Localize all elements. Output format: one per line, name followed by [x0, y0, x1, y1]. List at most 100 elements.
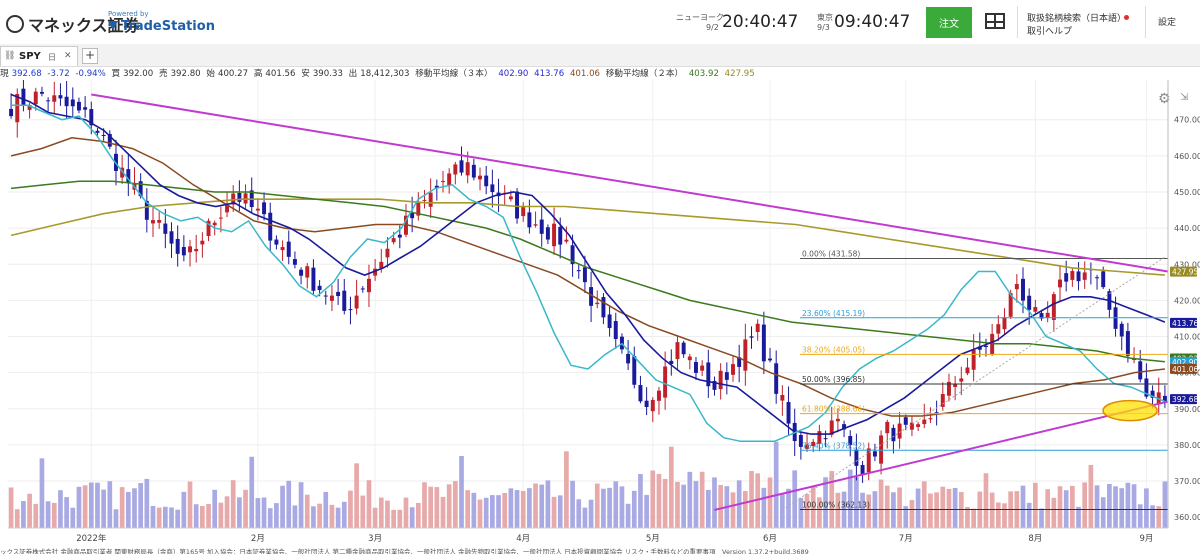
volume-bar [514, 490, 520, 528]
volume-bar [847, 469, 853, 528]
ask-value: 392.80 [170, 69, 201, 79]
price-tag-label: 401.06 [1172, 365, 1198, 374]
fib-diagonal [782, 256, 1166, 511]
volume-bar [391, 509, 396, 528]
candle-body [21, 88, 26, 106]
volume-bar [823, 477, 828, 528]
fib-level-label: 100.00% (362.13) [802, 500, 870, 509]
candle-body [829, 420, 834, 435]
volume-bar [169, 507, 174, 528]
settings-link[interactable]: 設定 [1158, 18, 1177, 28]
volume-bar [662, 478, 668, 528]
volume-bar [1113, 486, 1118, 528]
candle-body [687, 356, 692, 361]
volume-bar [452, 481, 458, 528]
volume-bar [397, 509, 403, 528]
volume-bar [237, 497, 242, 528]
candle-body [644, 400, 649, 408]
x-tick-label: 6月 [763, 534, 777, 544]
volume-bar [539, 484, 545, 528]
candle-body [447, 173, 452, 186]
candle-body [428, 192, 433, 207]
volume-bar [693, 481, 699, 528]
price-chart[interactable]: 0.00% (431.58) 23.60% (415.19) 38.20% (405… [0, 80, 1200, 546]
symbol-search-link[interactable]: 取扱銘柄検索（日本語） [1027, 14, 1127, 24]
candle-body [545, 227, 550, 240]
candle-body [780, 395, 785, 401]
candle-body [891, 427, 896, 442]
candle-body [27, 105, 32, 110]
volume-bar [1032, 482, 1038, 528]
candle-body [638, 385, 643, 402]
volume-bar [1107, 484, 1112, 528]
volume-bar [1039, 508, 1044, 528]
candle-body [1014, 283, 1019, 290]
candle-body [712, 380, 717, 390]
collapse-icon[interactable]: ⇲ [1180, 92, 1189, 103]
volume-bar [181, 491, 187, 528]
fib-level-label: 50.00% (396.85) [802, 375, 865, 384]
volume-bar [292, 505, 298, 528]
volume-layer [8, 441, 1168, 528]
candle-body [965, 367, 970, 374]
candle-body [984, 345, 988, 347]
volume-bar [125, 491, 131, 528]
volume-bar [385, 500, 390, 528]
volume-value: 18,412,303 [360, 69, 410, 79]
candle-body [453, 164, 458, 175]
candle-body [656, 390, 661, 401]
link-icon[interactable]: ⛓ [4, 51, 16, 61]
candle-body [996, 324, 1001, 334]
y-tick-label: 410.00 [1174, 333, 1200, 342]
volume-bar [372, 507, 378, 528]
header-divider-2 [1145, 6, 1146, 38]
volume-bar [613, 481, 619, 528]
volume-bar [860, 492, 865, 528]
tab-timeframe[interactable]: 日 [48, 53, 56, 62]
volume-bar [588, 499, 594, 528]
candle-body [786, 402, 791, 424]
add-tab-button[interactable]: + [82, 48, 98, 64]
candle-layer [9, 80, 1167, 483]
candle-body [842, 424, 847, 430]
volume-bar [582, 507, 588, 528]
volume-bar [607, 487, 612, 528]
tokyo-clock-time: 09:40:47 [834, 12, 911, 32]
x-tick-label: 8月 [1028, 534, 1042, 544]
order-button[interactable]: 注文 [926, 7, 972, 38]
volume-bar [952, 487, 958, 528]
price-tag [1170, 363, 1197, 374]
candle-body [366, 278, 371, 293]
candle-body [922, 419, 927, 425]
candle-body [89, 109, 94, 126]
volume-bar [138, 483, 144, 528]
candle-body [1076, 271, 1081, 282]
volume-bar [644, 494, 649, 528]
candle-body [348, 309, 353, 311]
volume-bar [995, 502, 1001, 528]
candle-body [354, 295, 359, 309]
volume-bar [527, 488, 532, 528]
ma3-value-1: 402.90 [498, 69, 529, 79]
volume-bar [576, 499, 582, 528]
volume-bar [335, 507, 341, 528]
candle-body [484, 175, 489, 187]
candle-body [299, 269, 304, 276]
candle-body [478, 175, 482, 180]
volume-bar [440, 496, 446, 528]
volume-bar [471, 492, 477, 528]
close-tab-icon[interactable]: ✕ [64, 51, 72, 61]
candle-body [151, 220, 155, 224]
tab-spy[interactable]: ⛓ SPY 日 ✕ [0, 46, 78, 66]
volume-bar [193, 504, 199, 528]
layout-grid-icon[interactable] [985, 13, 1005, 29]
candle-body [558, 226, 563, 245]
tradestation-logo: TradeStation [108, 19, 215, 34]
candle-body [311, 267, 316, 291]
volume-bar [490, 495, 495, 528]
trading-help-link[interactable]: 取引ヘルプ [1027, 27, 1073, 37]
chart-settings-gear-icon[interactable]: ⚙ [1158, 91, 1171, 107]
candle-body [422, 199, 427, 201]
candle-body [95, 130, 100, 133]
